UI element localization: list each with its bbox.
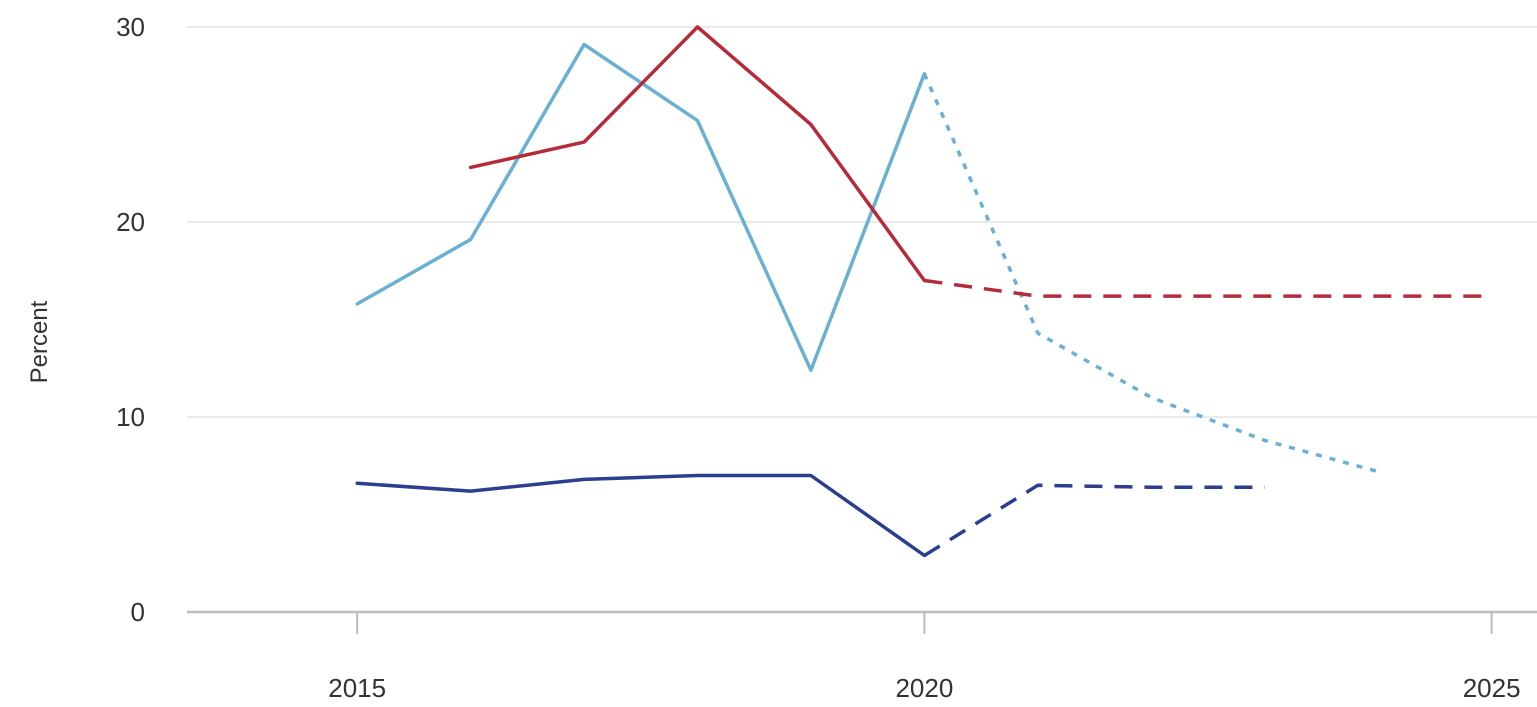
axes bbox=[187, 610, 1537, 634]
x-tick-label: 2025 bbox=[1463, 673, 1521, 703]
series-1-actual-line bbox=[355, 42, 927, 372]
y-tick-label: 10 bbox=[116, 402, 145, 432]
tick-labels: 0 10 20 30 2015 2020 2025 bbox=[116, 12, 1520, 703]
x-tick-label: 2020 bbox=[895, 673, 953, 703]
gridlines bbox=[187, 26, 1537, 418]
y-tick-label: 20 bbox=[116, 207, 145, 237]
x-tick-label: 2015 bbox=[328, 673, 386, 703]
series-3-actual-line bbox=[355, 473, 927, 558]
series-2-projection-line bbox=[924, 278, 1492, 298]
y-tick-label: 0 bbox=[131, 597, 145, 627]
series-2-actual-line bbox=[468, 25, 927, 283]
series-lines bbox=[355, 25, 1492, 558]
y-tick-label: 30 bbox=[116, 12, 145, 42]
y-axis-title: Percent bbox=[26, 300, 53, 383]
series-1-projection-line bbox=[922, 73, 1379, 474]
series-3-projection-line bbox=[923, 483, 1265, 557]
